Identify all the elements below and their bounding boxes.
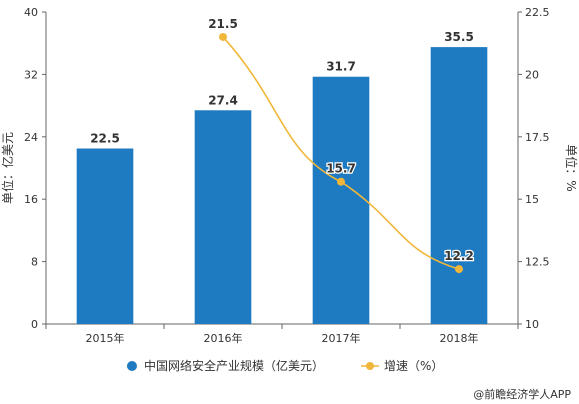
legend-bar-label: 中国网络安全产业规模（亿美元） <box>144 358 324 373</box>
left-tick-label: 16 <box>24 193 38 206</box>
bar <box>76 148 134 324</box>
bar-value-label: 22.5 <box>90 132 120 146</box>
legend-line-label: 增速（%） <box>384 359 443 373</box>
x-tick-label: 2015年 <box>86 331 125 345</box>
growth-point <box>219 32 227 41</box>
right-axis-label: 单位：% <box>564 144 579 191</box>
right-tick-label: 20 <box>525 68 539 81</box>
left-tick-label: 8 <box>31 256 38 269</box>
bar <box>430 47 488 324</box>
bar-value-label: 27.4 <box>208 93 238 107</box>
bar <box>312 76 370 325</box>
legend: 中国网络安全产业规模（亿美元） 增速（%） <box>127 358 443 373</box>
bar-value-label: 31.7 <box>326 60 356 74</box>
source-text: @前瞻经济学人APP <box>473 387 571 401</box>
left-axis-label: 单位：亿美元 <box>0 132 15 204</box>
line-group: 21.5 15.7 12.2 <box>207 16 475 274</box>
left-tick-label: 24 <box>24 131 38 144</box>
left-tick-label: 32 <box>24 68 38 81</box>
bar-value-label: 35.5 <box>444 30 474 44</box>
right-tick-label: 10 <box>525 318 539 331</box>
bar <box>194 110 252 324</box>
left-tick-label: 0 <box>31 318 38 331</box>
x-tick-label: 2017年 <box>322 331 361 345</box>
growth-value-label: 15.7 <box>326 162 356 176</box>
left-axis: 0 8 16 24 32 40 单位：亿美元 <box>0 6 47 331</box>
right-tick-label: 17.5 <box>525 131 550 144</box>
right-tick-label: 22.5 <box>525 6 550 19</box>
x-axis: 2015年 2016年 2017年 2018年 <box>45 323 519 345</box>
legend-line-marker <box>366 362 374 370</box>
growth-value-label: 12.2 <box>444 249 474 263</box>
growth-value-label: 21.5 <box>208 17 238 31</box>
x-tick-label: 2018年 <box>440 331 479 345</box>
right-axis: 10 12.5 15 17.5 20 22.5 单位：% <box>517 6 579 331</box>
x-tick-label: 2016年 <box>204 331 243 345</box>
right-tick-label: 12.5 <box>525 256 550 269</box>
growth-point <box>337 177 345 186</box>
growth-point <box>455 265 463 274</box>
left-tick-label: 40 <box>24 6 38 19</box>
bars-group: 22.5 27.4 31.7 35.5 <box>76 30 488 325</box>
legend-bar-marker <box>127 361 137 371</box>
right-tick-label: 15 <box>525 193 539 206</box>
